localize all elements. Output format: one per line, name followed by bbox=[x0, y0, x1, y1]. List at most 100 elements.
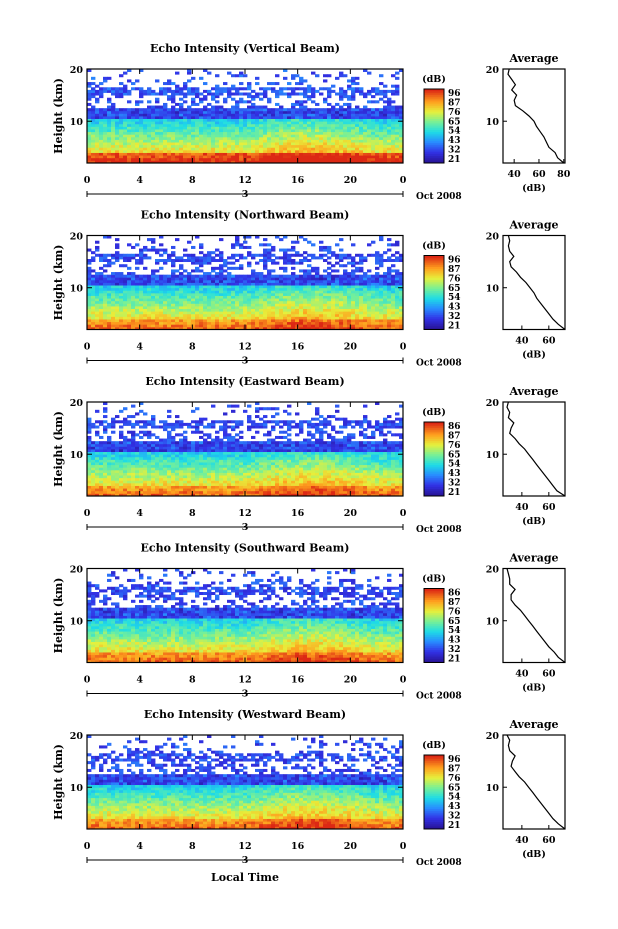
heatmap-cell bbox=[123, 160, 128, 164]
heatmap-cell bbox=[87, 272, 92, 276]
heatmap-cell bbox=[175, 282, 180, 286]
heatmap-cell bbox=[195, 142, 200, 146]
heatmap-cell bbox=[383, 306, 388, 310]
heatmap-cell bbox=[347, 97, 352, 101]
heatmap-cell bbox=[347, 126, 352, 130]
heatmap-cell bbox=[387, 274, 392, 278]
colorbar bbox=[424, 89, 444, 164]
heatmap-cell bbox=[263, 488, 268, 492]
colorbar-segment bbox=[424, 272, 444, 275]
heatmap-cell bbox=[383, 84, 388, 88]
heatmap-cell bbox=[347, 136, 352, 140]
heatmap-cell bbox=[395, 157, 400, 161]
heatmap-cell bbox=[135, 274, 140, 278]
heatmap-cell bbox=[367, 147, 372, 151]
heatmap-cell bbox=[183, 139, 188, 143]
heatmap-cell bbox=[307, 113, 312, 117]
heatmap-cell bbox=[159, 92, 164, 96]
heatmap-cell bbox=[115, 147, 120, 151]
heatmap-cell bbox=[163, 89, 168, 93]
heatmap-cell bbox=[299, 157, 304, 161]
heatmap-cell bbox=[211, 316, 216, 320]
heatmap-cell bbox=[211, 105, 216, 109]
heatmap-cell bbox=[155, 488, 160, 492]
heatmap-cell bbox=[303, 316, 308, 320]
heatmap-cell bbox=[119, 157, 124, 161]
heatmap-cell bbox=[283, 308, 288, 312]
heatmap-cell bbox=[259, 303, 264, 307]
heatmap-cell bbox=[363, 92, 368, 96]
heatmap-cell bbox=[111, 152, 116, 156]
heatmap-cell bbox=[191, 300, 196, 304]
heatmap-cell bbox=[331, 129, 336, 133]
heatmap-cell bbox=[119, 126, 124, 130]
heatmap-cell bbox=[271, 259, 276, 263]
heatmap-cell bbox=[163, 126, 168, 130]
heatmap-cell bbox=[383, 298, 388, 302]
heatmap-cell bbox=[115, 485, 120, 489]
heatmap-cell bbox=[91, 110, 96, 114]
heatmap-cell bbox=[207, 110, 212, 114]
heatmap-cell bbox=[287, 261, 292, 265]
heatmap-cell bbox=[375, 477, 380, 481]
heatmap-cell bbox=[247, 277, 252, 281]
heatmap-cell bbox=[251, 285, 256, 289]
heatmap-cell bbox=[191, 253, 196, 257]
heatmap-cell bbox=[219, 298, 224, 302]
heatmap-cell bbox=[287, 160, 292, 164]
heatmap-cell bbox=[259, 149, 264, 153]
heatmap-cell bbox=[107, 123, 112, 127]
heatmap-cell bbox=[263, 266, 268, 270]
heatmap-cell bbox=[239, 134, 244, 138]
heatmap-cell bbox=[391, 277, 396, 281]
heatmap-cell bbox=[363, 105, 368, 109]
heatmap-cell bbox=[199, 488, 204, 492]
heatmap-cell bbox=[271, 477, 276, 481]
heatmap-cell bbox=[335, 121, 340, 125]
heatmap-cell bbox=[287, 142, 292, 146]
heatmap-cell bbox=[179, 477, 184, 481]
heatmap-cell bbox=[279, 123, 284, 127]
heatmap-cell bbox=[187, 480, 192, 484]
heatmap-cell bbox=[347, 123, 352, 127]
heatmap-cell bbox=[207, 253, 212, 257]
heatmap-cell bbox=[387, 155, 392, 159]
colorbar-segment bbox=[424, 286, 444, 290]
heatmap-cell bbox=[179, 300, 184, 304]
heatmap-cell bbox=[143, 256, 148, 260]
heatmap-cell bbox=[163, 131, 168, 135]
heatmap-cell bbox=[335, 295, 340, 299]
heatmap-cell bbox=[219, 142, 224, 146]
heatmap-cell bbox=[311, 116, 316, 120]
heatmap-cell bbox=[283, 113, 288, 117]
heatmap-cell bbox=[371, 316, 376, 320]
heatmap-cell bbox=[383, 292, 388, 296]
heatmap-cell bbox=[383, 485, 388, 489]
heatmap-cell bbox=[327, 74, 332, 78]
heatmap-cell bbox=[159, 113, 164, 117]
heatmap-cell bbox=[231, 480, 236, 484]
heatmap-cell bbox=[327, 321, 332, 325]
heatmap-cell bbox=[275, 475, 280, 479]
heatmap-cell bbox=[327, 95, 332, 99]
heatmap-cell bbox=[247, 121, 252, 125]
heatmap-cell bbox=[227, 326, 232, 330]
heatmap-cell bbox=[359, 316, 364, 320]
heatmap-cell bbox=[279, 279, 284, 283]
colorbar-segment bbox=[424, 120, 444, 123]
heatmap-cell bbox=[335, 490, 340, 494]
heatmap-cell bbox=[263, 300, 268, 304]
heatmap-cell bbox=[263, 482, 268, 486]
heatmap-cell bbox=[171, 493, 176, 497]
heatmap-cell bbox=[179, 290, 184, 294]
heatmap-cell bbox=[371, 493, 376, 497]
y-axis-label: Height (km) bbox=[52, 78, 65, 154]
heatmap-cell bbox=[347, 274, 352, 278]
heatmap-cell bbox=[263, 131, 268, 135]
heatmap-cell bbox=[387, 316, 392, 320]
heatmap-cell bbox=[255, 110, 260, 114]
heatmap-cell bbox=[95, 300, 100, 304]
heatmap-cell bbox=[183, 287, 188, 291]
heatmap-cell bbox=[87, 155, 92, 159]
heatmap-cell bbox=[375, 306, 380, 310]
